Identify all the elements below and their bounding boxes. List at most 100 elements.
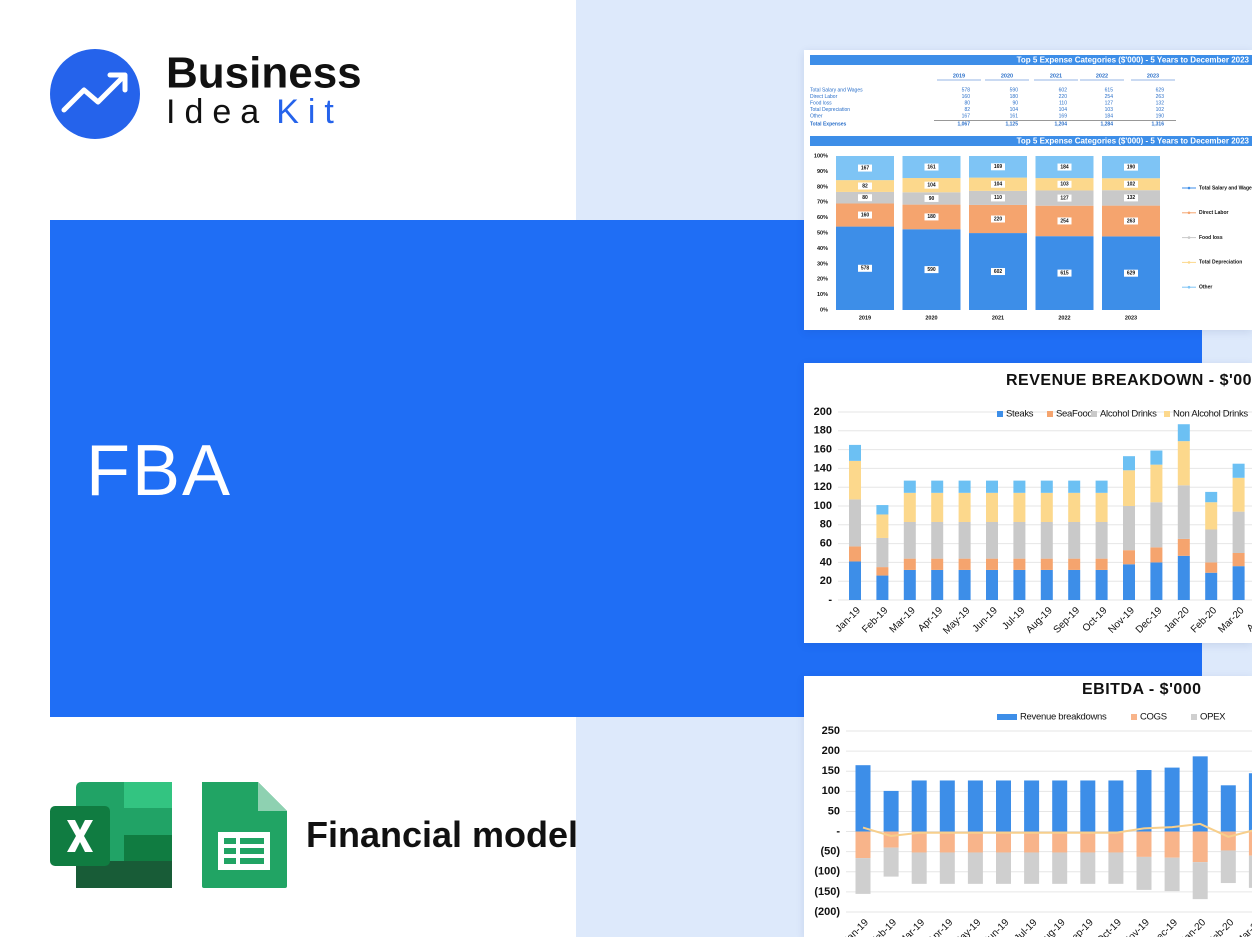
bar-segment	[1095, 480, 1108, 493]
data-label: 82	[862, 183, 868, 189]
bar-segment	[1040, 492, 1053, 522]
y-tick-label: 60	[820, 538, 832, 550]
bar-segment	[996, 831, 1011, 853]
bar-segment	[911, 831, 927, 853]
bar-segment	[855, 831, 871, 859]
legend-swatch	[1047, 411, 1053, 417]
x-tick-label: Jan-19	[842, 917, 872, 937]
y-tick-label: 200	[814, 406, 832, 418]
data-label-box	[1124, 269, 1138, 277]
y-tick-label: 0%	[820, 307, 828, 313]
bar-segment	[986, 558, 998, 570]
sheets-fold	[258, 782, 287, 811]
bar-segment	[1123, 506, 1135, 551]
data-label-box	[1057, 180, 1072, 188]
y-tick-label: 40	[820, 556, 832, 568]
data-label: 102	[1127, 182, 1136, 188]
bar-segment	[1136, 831, 1152, 857]
x-tick-label: 2023	[1125, 315, 1137, 321]
ebitda-card: EBITDA - $'000 (200) (150) (100) (50) - 50 100 1…	[804, 676, 1252, 937]
table-cell: 90	[1012, 101, 1018, 107]
table-header-bar	[810, 55, 1252, 65]
bar-segment	[1068, 569, 1081, 600]
y-tick-label: -	[828, 594, 832, 606]
data-label-box	[858, 264, 872, 272]
legend-label: Food loss	[1199, 235, 1223, 241]
bar-segment	[958, 492, 971, 522]
y-tick-label: 150	[822, 765, 840, 777]
logo: Business Idea Kit	[50, 49, 362, 139]
bar-segment	[1205, 529, 1218, 563]
bar-segment	[931, 521, 944, 559]
bar-segment	[1136, 856, 1152, 890]
x-tick-label: Jan-20	[1179, 917, 1209, 937]
data-label: 254	[1060, 218, 1069, 224]
bar-segment	[931, 569, 944, 600]
bar-segment	[911, 780, 927, 832]
y-tick-label: 60%	[817, 215, 828, 221]
data-label: 180	[927, 214, 936, 220]
bar-segment	[849, 460, 861, 500]
x-tick-label: Mar-20	[1216, 605, 1246, 635]
x-tick-label: Jun-19	[971, 605, 1001, 635]
data-label-box	[991, 215, 1005, 223]
bar-segment	[958, 558, 971, 570]
data-label: 110	[994, 195, 1002, 201]
bar-segment	[1068, 492, 1081, 522]
data-label: 160	[861, 212, 870, 218]
y-tick-label: 20%	[817, 277, 828, 283]
data-label: 590	[927, 267, 936, 273]
bar-segment	[1192, 756, 1208, 832]
legend-swatch	[997, 411, 1003, 417]
x-tick-label: Apr-20	[1245, 605, 1252, 634]
legend-dot	[1187, 186, 1191, 190]
data-label: 104	[994, 182, 1003, 188]
chart-header-bar	[810, 136, 1252, 146]
bar-segment	[1040, 558, 1053, 570]
bar-segment	[1177, 555, 1190, 600]
x-tick-label: Nov-19	[1106, 605, 1137, 636]
legend-swatch	[1131, 714, 1137, 720]
bar-segment	[1150, 547, 1163, 563]
bar-segment	[1248, 773, 1252, 832]
y-tick-label: (150)	[814, 886, 840, 898]
table-cell: 602	[1059, 87, 1068, 93]
y-tick-label: 20	[820, 575, 832, 587]
legend-swatch	[1164, 411, 1170, 417]
data-label-box	[858, 211, 872, 219]
data-label: 578	[861, 266, 870, 272]
table-cell: 590	[1010, 87, 1019, 93]
data-label-box	[924, 181, 939, 189]
bar-segment	[1080, 831, 1096, 853]
legend-label: Total Salary and Wages	[1199, 185, 1252, 191]
data-label-box	[991, 268, 1005, 276]
data-label-box	[924, 163, 939, 171]
expense-sheet: Top 5 Expense Categories ($'000) - 5 Yea…	[810, 55, 1252, 321]
y-tick-label: 100	[814, 500, 832, 512]
data-label-box	[1057, 269, 1072, 277]
bar-segment	[1068, 480, 1081, 493]
bar-segment	[1095, 569, 1108, 600]
y-tick-label: 70%	[817, 200, 828, 206]
table-column: 2022	[1096, 73, 1108, 79]
bar-segment	[1220, 785, 1236, 832]
bar-segment	[939, 780, 955, 832]
legend-dot	[1187, 285, 1191, 289]
table-cell: 578	[962, 87, 971, 93]
sheets-cell	[240, 838, 264, 844]
y-tick-label: 50	[828, 805, 840, 817]
bar-segment	[1123, 564, 1135, 600]
y-tick-label: -	[836, 825, 840, 837]
bar-segment	[1177, 441, 1190, 486]
bar-segment	[903, 480, 916, 493]
bar-segment	[903, 569, 916, 600]
legend-label: Non Alcohol Drinks	[1173, 409, 1248, 420]
data-label: 80	[862, 195, 868, 201]
bar-segment	[903, 521, 916, 559]
bar-segment	[1080, 852, 1096, 884]
bar-segment	[1024, 831, 1040, 853]
bar-segment	[1108, 831, 1124, 853]
bar-segment	[986, 521, 998, 559]
x-tick-label: Feb-20	[1189, 605, 1219, 635]
